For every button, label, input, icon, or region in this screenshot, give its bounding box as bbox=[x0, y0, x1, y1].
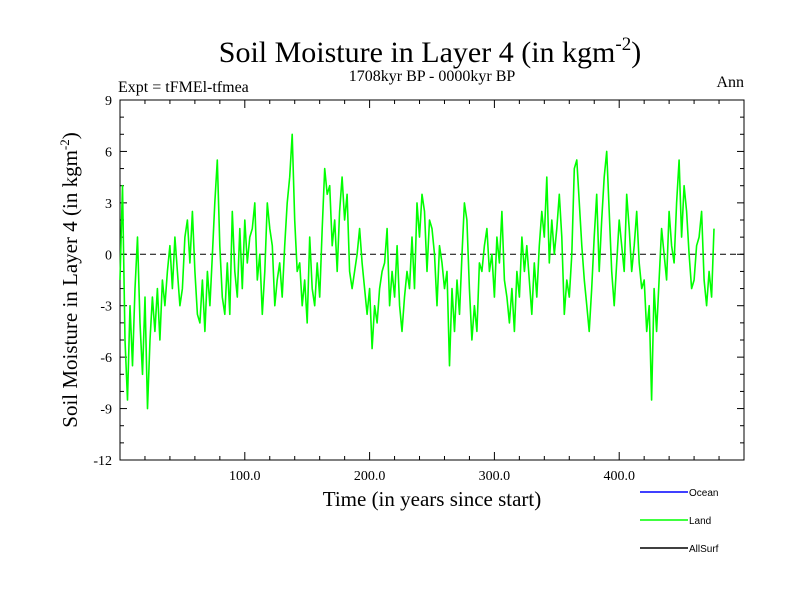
x-tick-label: 300.0 bbox=[479, 469, 511, 484]
y-tick-label: -3 bbox=[100, 300, 112, 315]
y-tick-label: -12 bbox=[93, 454, 112, 469]
season-label: Ann bbox=[716, 74, 744, 91]
chart-title: Soil Moisture in Layer 4 (in kgm-2) bbox=[219, 34, 641, 69]
y-tick-label: -9 bbox=[100, 403, 112, 418]
legend: Ocean Land AllSurf bbox=[640, 488, 719, 555]
y-tick-label: 3 bbox=[105, 197, 112, 212]
y-tick-label: 0 bbox=[105, 248, 112, 263]
x-tick-label: 100.0 bbox=[229, 469, 261, 484]
land-series-line bbox=[119, 133, 715, 410]
x-tick-label: 400.0 bbox=[603, 469, 635, 484]
legend-label: Ocean bbox=[689, 488, 718, 499]
plot-frame bbox=[119, 99, 745, 461]
x-axis: 100.0 200.0 300.0 400.0 bbox=[144, 100, 720, 484]
x-axis-title: Time (in years since start) bbox=[323, 487, 542, 511]
x-tick-label: 200.0 bbox=[354, 469, 386, 484]
y-tick-label: 9 bbox=[105, 94, 112, 109]
legend-label: Land bbox=[689, 516, 711, 527]
y-axis: -12 -9 -6 -3 0 3 6 9 bbox=[93, 94, 744, 469]
y-tick-label: 6 bbox=[105, 145, 112, 160]
y-tick-label: -6 bbox=[100, 351, 112, 366]
y-axis-title: Soil Moisture in Layer 4 (in kgm-2) bbox=[57, 132, 82, 427]
legend-label: AllSurf bbox=[689, 544, 719, 555]
chart-subtitle: 1708kyr BP - 0000kyr BP bbox=[349, 68, 516, 85]
experiment-label: Expt = tFMEl-tfmea bbox=[118, 79, 249, 96]
